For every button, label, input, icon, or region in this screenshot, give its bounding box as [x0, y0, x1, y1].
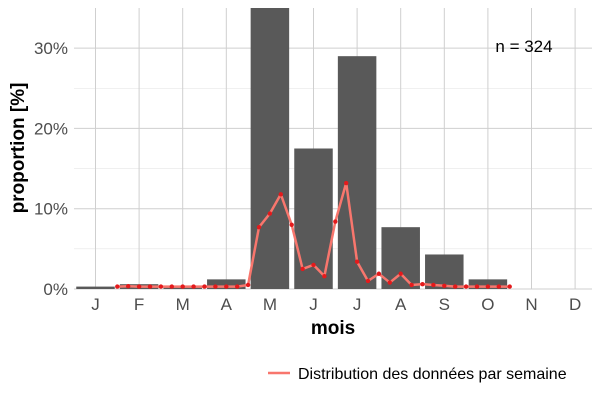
x-tick-label: J: [309, 295, 318, 314]
data-point: [322, 273, 327, 279]
bars: [76, 8, 508, 289]
sample-size-annotation: n = 324: [495, 37, 552, 56]
data-point: [474, 284, 480, 289]
data-point: [136, 284, 142, 289]
y-tick-label: 30%: [34, 39, 68, 58]
x-tick-label: A: [221, 295, 233, 314]
data-point: [278, 192, 283, 197]
data-point: [453, 284, 458, 289]
x-tick-label: M: [176, 295, 190, 314]
bar: [76, 286, 115, 289]
x-tick-label: O: [481, 295, 494, 314]
data-point: [485, 284, 491, 289]
line-series: [115, 180, 512, 289]
bar: [425, 254, 464, 289]
x-tick-label: M: [263, 295, 277, 314]
data-point: [431, 282, 436, 288]
data-point: [496, 284, 501, 289]
data-point: [311, 262, 316, 268]
x-tick-label: F: [134, 295, 144, 314]
data-point: [409, 282, 414, 288]
y-axis-title: proportion [%]: [8, 83, 29, 214]
x-tick-label: D: [569, 295, 581, 314]
data-point: [202, 284, 207, 289]
x-tick-label: J: [353, 295, 362, 314]
data-point: [300, 266, 305, 272]
data-point: [365, 278, 371, 284]
data-point: [463, 284, 469, 289]
bar: [468, 279, 508, 289]
data-point: [180, 284, 185, 289]
data-point: [333, 219, 338, 224]
x-axis-title: mois: [311, 318, 355, 339]
y-tick-label: 0%: [43, 280, 68, 299]
data-point: [376, 271, 382, 276]
data-point: [398, 271, 403, 276]
x-tick-label: S: [439, 295, 450, 314]
data-point: [147, 284, 153, 289]
x-tick-label: A: [395, 295, 407, 314]
data-point: [420, 281, 425, 287]
data-point: [191, 284, 196, 289]
data-point: [387, 280, 392, 285]
data-point: [224, 284, 229, 289]
data-point: [344, 180, 349, 186]
legend-label: Distribution des données par semaine: [298, 366, 567, 383]
data-point: [126, 283, 131, 289]
data-point: [245, 282, 251, 288]
data-point: [158, 284, 164, 289]
data-point: [507, 284, 512, 289]
x-tick-label: N: [525, 295, 537, 314]
data-point: [267, 211, 273, 216]
data-point: [289, 222, 294, 227]
data-point: [213, 284, 218, 289]
data-point: [235, 284, 240, 289]
data-point: [115, 284, 120, 289]
data-point: [442, 283, 447, 288]
legend: Distribution des données par semaine: [268, 366, 567, 383]
bar: [337, 56, 377, 289]
data-point: [354, 259, 360, 264]
y-axis: 0% 10% 20% 30%: [34, 39, 68, 299]
bar: [207, 279, 246, 289]
x-tick-label: J: [91, 295, 100, 314]
y-tick-label: 10%: [34, 200, 68, 219]
data-point: [169, 284, 174, 289]
y-tick-label: 20%: [34, 119, 68, 138]
bar: [381, 227, 420, 289]
data-point: [256, 224, 262, 230]
